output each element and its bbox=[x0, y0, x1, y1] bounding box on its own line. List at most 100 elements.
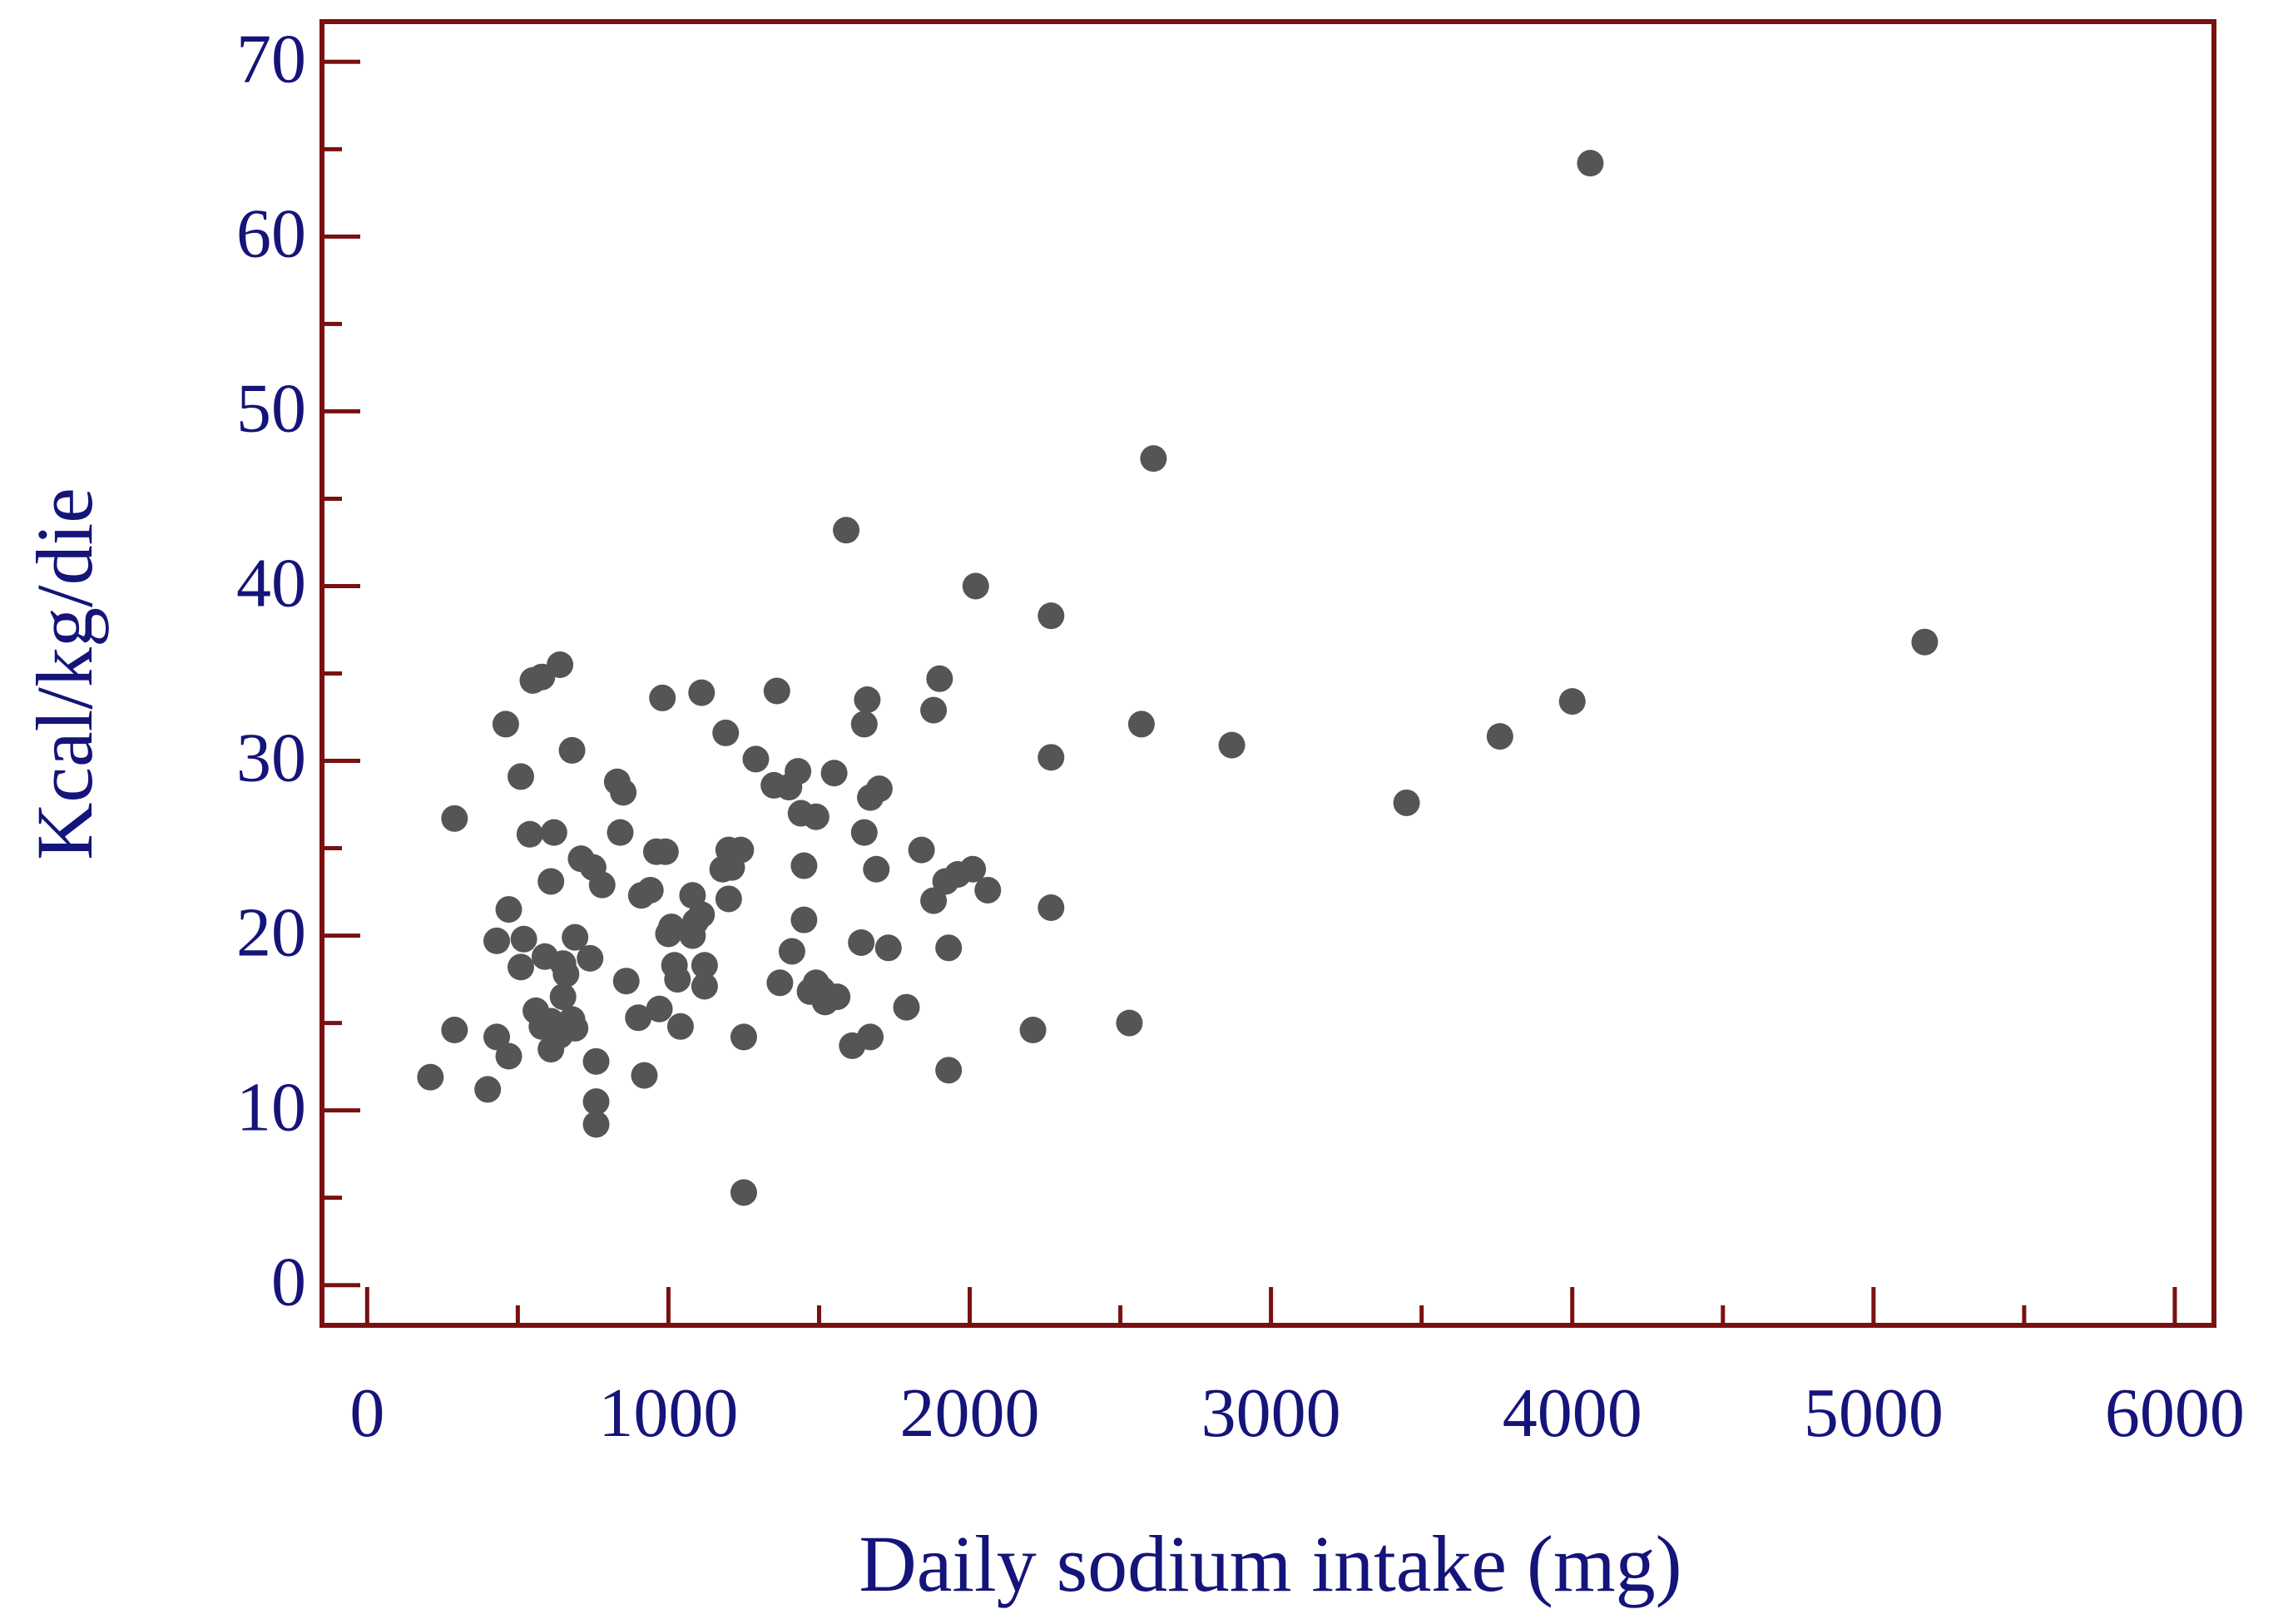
data-point bbox=[483, 927, 511, 954]
x-axis-ticks: 0 1000 2000 3000 4000 5000 6000 bbox=[349, 1287, 2245, 1452]
data-point bbox=[537, 868, 565, 895]
data-point bbox=[417, 1063, 444, 1091]
data-point bbox=[778, 938, 805, 965]
data-point bbox=[562, 923, 589, 951]
data-point bbox=[582, 1047, 610, 1075]
data-point bbox=[1140, 445, 1167, 473]
y-tick-label: 0 bbox=[271, 1244, 306, 1321]
data-point bbox=[655, 920, 682, 948]
y-tick-label: 70 bbox=[236, 20, 306, 97]
x-tick-label: 0 bbox=[349, 1374, 384, 1452]
y-tick-label: 60 bbox=[236, 195, 306, 272]
data-point bbox=[649, 684, 676, 711]
data-point bbox=[549, 983, 577, 1011]
data-point bbox=[857, 784, 884, 811]
data-point bbox=[908, 836, 935, 864]
y-axis-ticks: 0 10 20 30 40 50 60 70 bbox=[236, 20, 360, 1321]
x-tick-label: 5000 bbox=[1804, 1374, 1944, 1452]
data-point bbox=[691, 973, 718, 1000]
data-point bbox=[730, 1179, 757, 1206]
data-point bbox=[935, 1057, 963, 1084]
data-point bbox=[540, 819, 567, 846]
data-point bbox=[495, 1042, 522, 1070]
data-point bbox=[483, 1023, 511, 1051]
data-point bbox=[519, 666, 547, 694]
data-point bbox=[537, 1036, 565, 1063]
data-point bbox=[974, 876, 1002, 904]
y-tick-label: 30 bbox=[236, 720, 306, 797]
x-tick-label: 6000 bbox=[2105, 1374, 2245, 1452]
data-point bbox=[962, 572, 989, 600]
data-point bbox=[854, 686, 881, 714]
data-point bbox=[920, 696, 948, 724]
data-point bbox=[1038, 744, 1065, 771]
data-point bbox=[742, 745, 770, 773]
data-point bbox=[932, 868, 959, 895]
data-point bbox=[627, 882, 655, 909]
data-point bbox=[651, 838, 679, 865]
data-point bbox=[691, 952, 718, 979]
data-point bbox=[631, 1062, 658, 1089]
data-point bbox=[607, 819, 634, 846]
data-point bbox=[850, 819, 878, 846]
y-tick-label: 50 bbox=[236, 369, 306, 447]
data-point bbox=[1019, 1017, 1047, 1044]
data-point bbox=[441, 1017, 468, 1044]
x-tick-label: 4000 bbox=[1503, 1374, 1642, 1452]
data-point bbox=[664, 966, 691, 993]
data-point bbox=[646, 995, 673, 1022]
data-point bbox=[1127, 710, 1155, 738]
data-point bbox=[666, 1013, 694, 1040]
data-point bbox=[893, 993, 920, 1021]
data-point bbox=[1218, 731, 1246, 759]
y-tick-label: 20 bbox=[236, 894, 306, 972]
data-point bbox=[712, 719, 740, 746]
y-axis-title: Kcal/kg/die bbox=[20, 488, 109, 860]
data-point bbox=[582, 1111, 610, 1138]
data-point bbox=[850, 710, 878, 738]
data-point bbox=[441, 805, 468, 832]
data-point bbox=[679, 922, 706, 949]
data-point bbox=[1393, 789, 1420, 816]
data-point bbox=[474, 1076, 502, 1103]
data-point bbox=[558, 736, 586, 764]
data-point bbox=[1486, 723, 1513, 750]
data-point bbox=[588, 871, 616, 899]
y-tick-label: 40 bbox=[236, 544, 306, 621]
data-point bbox=[833, 517, 860, 544]
data-point bbox=[688, 679, 716, 706]
data-point bbox=[863, 855, 890, 883]
x-axis-title: Daily sodium intake (mg) bbox=[859, 1519, 1681, 1608]
x-tick-label: 2000 bbox=[900, 1374, 1040, 1452]
data-point bbox=[1116, 1009, 1143, 1037]
data-point bbox=[874, 934, 902, 962]
data-point bbox=[763, 677, 790, 705]
data-point bbox=[507, 953, 534, 981]
data-point bbox=[790, 906, 818, 933]
data-point bbox=[811, 988, 839, 1016]
x-tick-label: 3000 bbox=[1201, 1374, 1341, 1452]
data-point bbox=[766, 969, 794, 997]
data-point bbox=[612, 968, 640, 995]
data-point bbox=[507, 763, 534, 790]
data-point bbox=[839, 1032, 866, 1059]
data-point bbox=[1038, 602, 1065, 630]
data-point bbox=[802, 803, 830, 830]
data-point bbox=[790, 852, 818, 879]
data-point bbox=[775, 774, 803, 801]
data-point bbox=[926, 665, 953, 692]
data-point bbox=[510, 925, 537, 953]
data-point bbox=[492, 710, 519, 738]
data-point bbox=[1038, 894, 1065, 921]
data-point bbox=[1577, 150, 1604, 177]
data-point bbox=[582, 1088, 610, 1116]
data-point bbox=[552, 960, 580, 988]
data-point bbox=[1911, 628, 1939, 656]
data-point bbox=[709, 855, 736, 883]
data-point bbox=[495, 896, 522, 923]
data-point bbox=[577, 944, 604, 972]
data-point bbox=[730, 1023, 757, 1051]
data-point bbox=[820, 760, 848, 787]
